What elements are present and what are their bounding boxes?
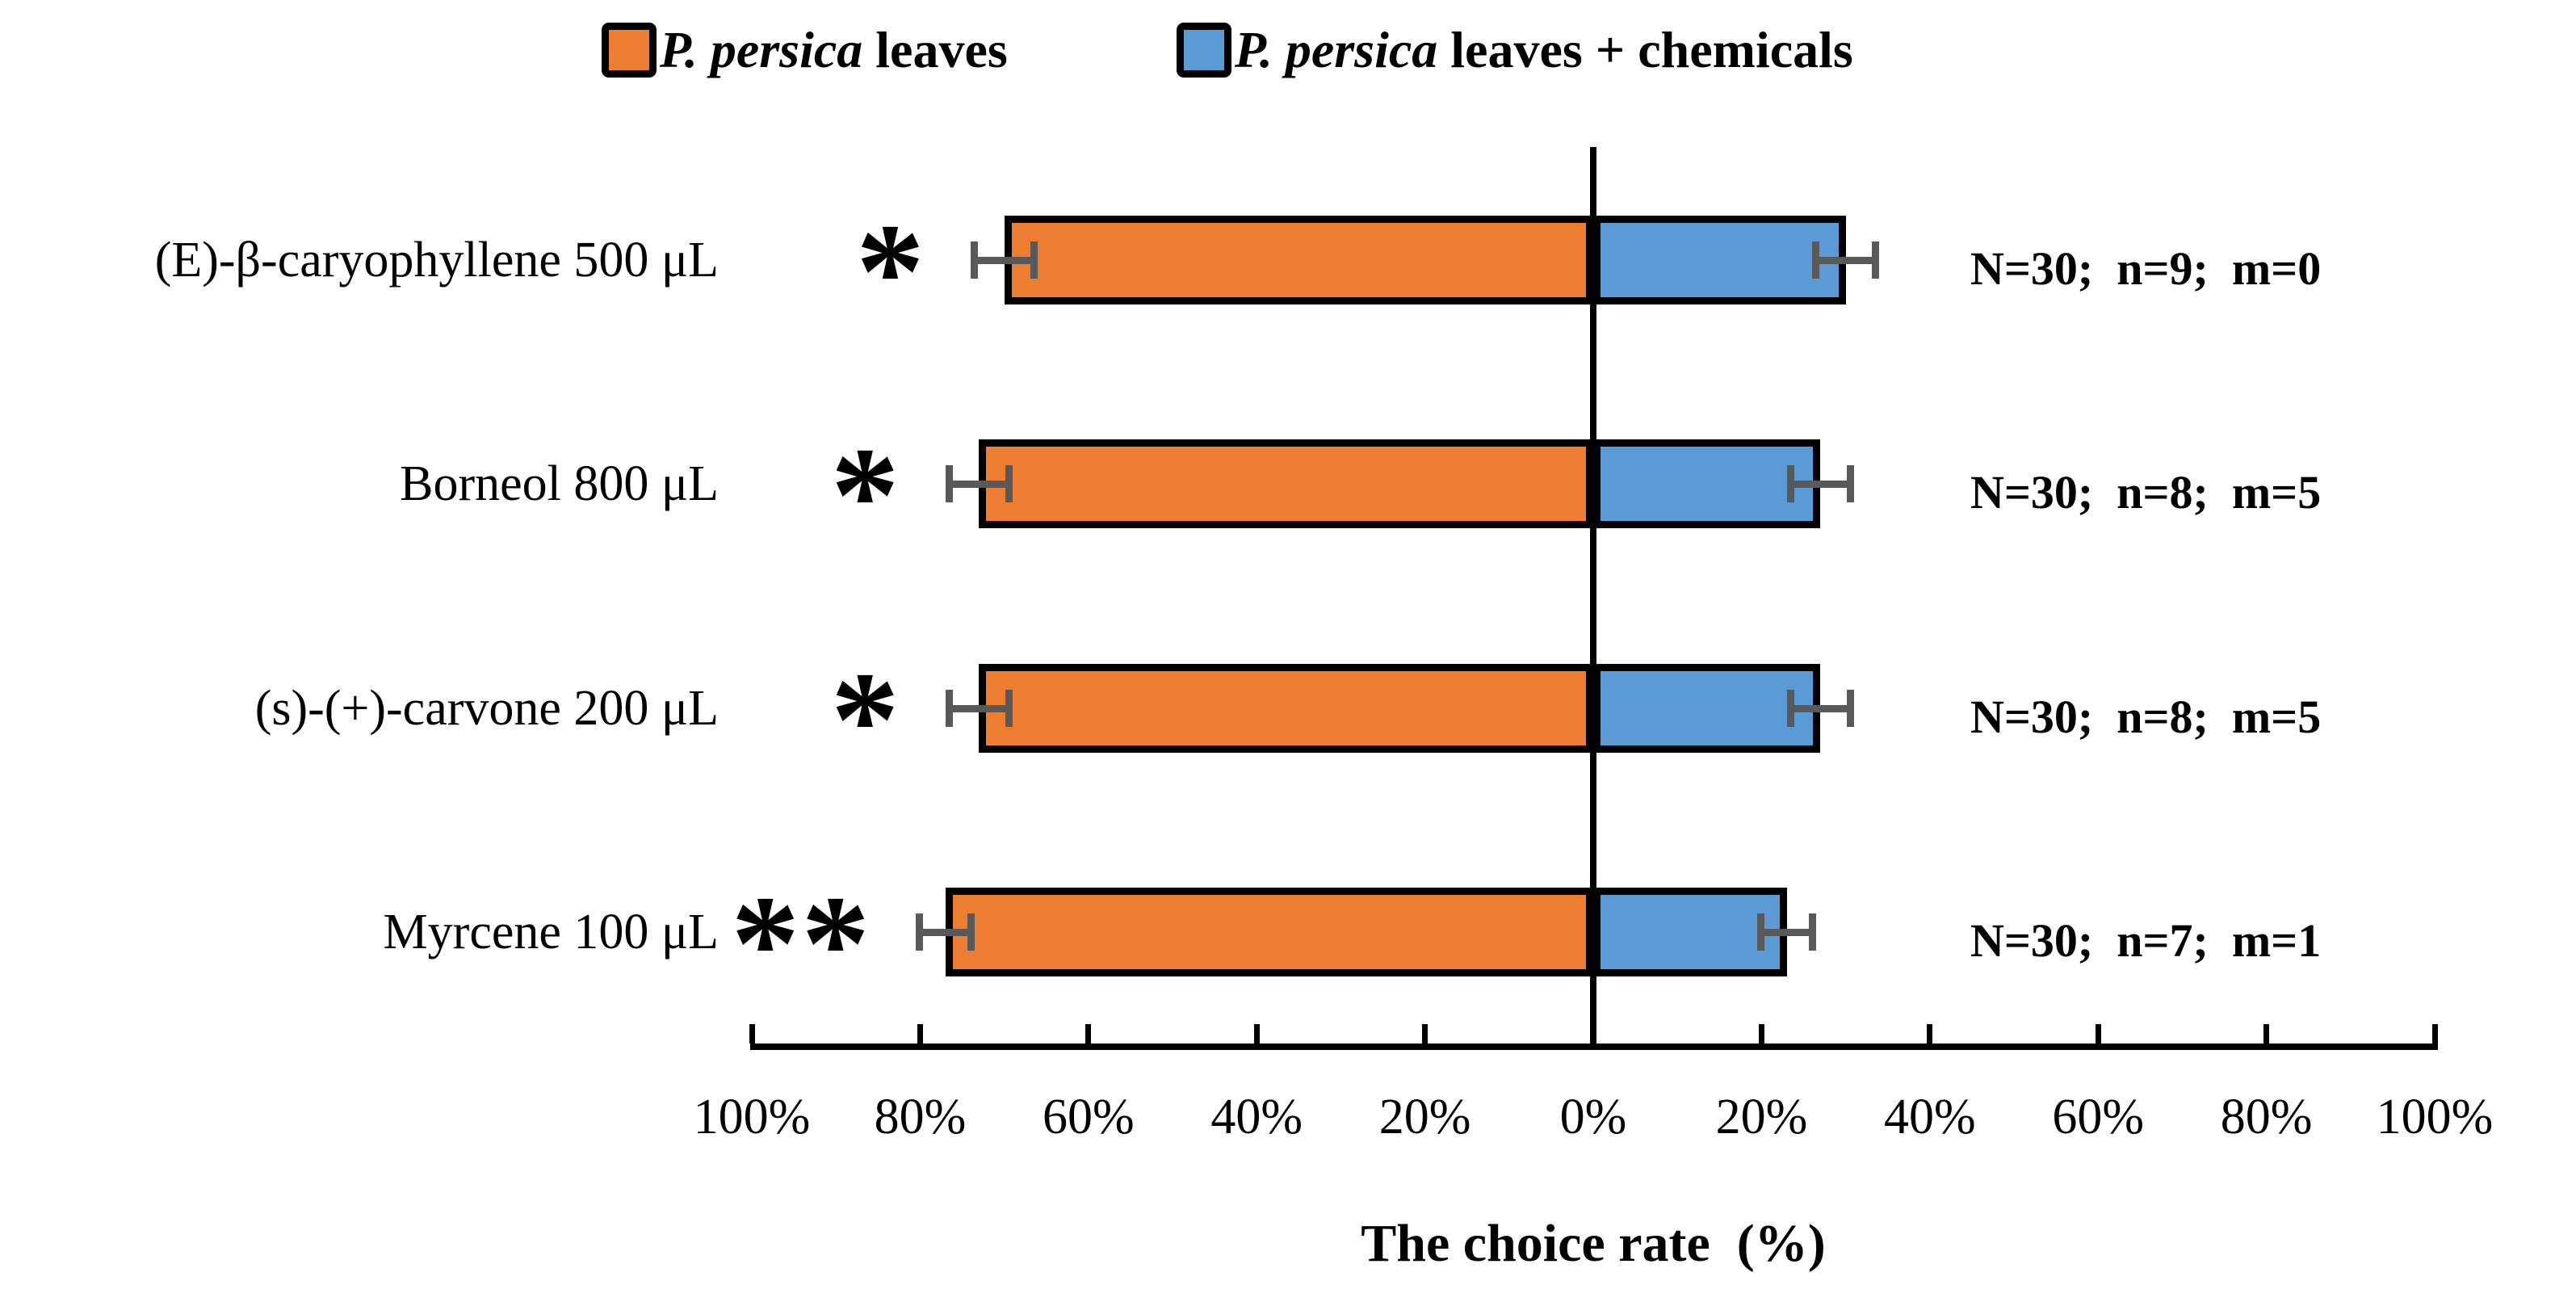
legend-label-leaves-chemicals: P. persica leaves + chemicals (1235, 18, 1853, 82)
tick-label: 100% (2376, 1090, 2494, 1144)
tick-label: 80% (2220, 1090, 2313, 1144)
tick-mark (2263, 1024, 2270, 1044)
tick-mark (1422, 1024, 1429, 1044)
legend-item-leaves: P. persica leaves (602, 18, 1008, 82)
error-bar-right-cap-outer (1786, 465, 1794, 502)
error-bar-left-cap-outer (916, 913, 924, 951)
error-bar-right (1811, 241, 1880, 279)
error-bar-left-cap-outer (945, 465, 953, 502)
bar-left (945, 888, 1593, 976)
error-bar-right (1757, 913, 1817, 951)
significance-marker: * (830, 644, 901, 796)
error-bar-left (945, 690, 1013, 727)
error-bar-left-cap-inner (1005, 465, 1013, 502)
bar-right (1593, 216, 1846, 304)
legend-item-leaves-chemicals: P. persica leaves + chemicals (1177, 18, 1853, 82)
tick-label: 80% (874, 1090, 967, 1144)
error-bar-right-line (1757, 928, 1817, 936)
error-bar-left (945, 465, 1013, 502)
legend-label-rest: leaves + chemicals (1437, 21, 1853, 78)
error-bar-right (1786, 690, 1855, 727)
zero-line (1590, 147, 1596, 1050)
tick-label: 60% (1042, 1090, 1135, 1144)
error-bar-left-cap-inner (1030, 241, 1038, 279)
error-bar-left-cap-inner (1005, 690, 1013, 727)
annotation: N=30; n=8; m=5 (1970, 691, 2322, 743)
tick-label: 40% (1883, 1090, 1976, 1144)
x-axis-title: The choice rate (%) (1361, 1214, 1826, 1273)
tick-label: 20% (1715, 1090, 1808, 1144)
annotation: N=30; n=8; m=5 (1970, 466, 2322, 519)
tick-mark (1085, 1024, 1092, 1044)
tick-label: 40% (1210, 1090, 1303, 1144)
x-axis-line (750, 1044, 2438, 1050)
legend-label-rest: leaves (862, 21, 1008, 78)
bar-left (979, 664, 1593, 753)
error-bar-right-line (1786, 480, 1855, 488)
error-bar-left-cap-outer (945, 690, 953, 727)
category-label: (E)-β-caryophyllene 500 μL (154, 233, 719, 288)
error-bar-right-cap-outer (1786, 690, 1794, 727)
error-bar-right-cap-inner (1872, 241, 1880, 279)
bar-right (1593, 664, 1821, 753)
tick-mark (1927, 1024, 1933, 1044)
error-bar-left-line (945, 704, 1013, 712)
error-bar-right (1786, 465, 1855, 502)
error-bar-left-line (916, 928, 975, 936)
error-bar-left (970, 241, 1038, 279)
error-bar-left-cap-outer (970, 241, 978, 279)
error-bar-right-line (1811, 256, 1880, 264)
tick-label: 20% (1378, 1090, 1471, 1144)
error-bar-right-cap-inner (1809, 913, 1817, 951)
tick-mark (1253, 1024, 1260, 1044)
tick-label: 60% (2052, 1090, 2145, 1144)
bar-right (1593, 439, 1821, 528)
tick-label: 0% (1559, 1090, 1627, 1144)
significance-marker: * (855, 195, 926, 347)
tick-label: 100% (693, 1090, 811, 1144)
error-bar-right-cap-inner (1847, 465, 1855, 502)
legend-label-italic: P. persica (660, 21, 863, 78)
error-bar-left-cap-inner (967, 913, 975, 951)
error-bar-right-cap-inner (1847, 690, 1855, 727)
error-bar-left (916, 913, 975, 951)
error-bar-left-line (970, 256, 1038, 264)
category-label: Borneol 800 μL (400, 456, 719, 511)
error-bar-right-cap-outer (1757, 913, 1765, 951)
legend-swatch-blue (1177, 23, 1231, 78)
tick-mark (917, 1024, 923, 1044)
category-label: Myrcene 100 μL (383, 905, 719, 960)
category-label: (s)-(+)-carvone 200 μL (254, 681, 719, 736)
error-bar-right-cap-outer (1811, 241, 1819, 279)
legend-swatch-orange (602, 23, 657, 78)
tick-mark (2095, 1024, 2101, 1044)
annotation: N=30; n=9; m=0 (1970, 242, 2322, 295)
tick-mark (749, 1024, 755, 1044)
error-bar-right-line (1786, 704, 1855, 712)
tick-mark (1590, 1024, 1596, 1044)
significance-marker: ** (731, 867, 872, 1019)
tick-mark (1758, 1024, 1764, 1044)
bar-left (979, 439, 1593, 528)
bar-left (1004, 216, 1593, 304)
legend-label-leaves: P. persica leaves (660, 18, 1008, 82)
error-bar-left-line (945, 480, 1013, 488)
tick-mark (2431, 1024, 2438, 1044)
legend-label-italic: P. persica (1235, 21, 1438, 78)
annotation: N=30; n=7; m=1 (1970, 914, 2322, 967)
significance-marker: * (830, 419, 901, 571)
